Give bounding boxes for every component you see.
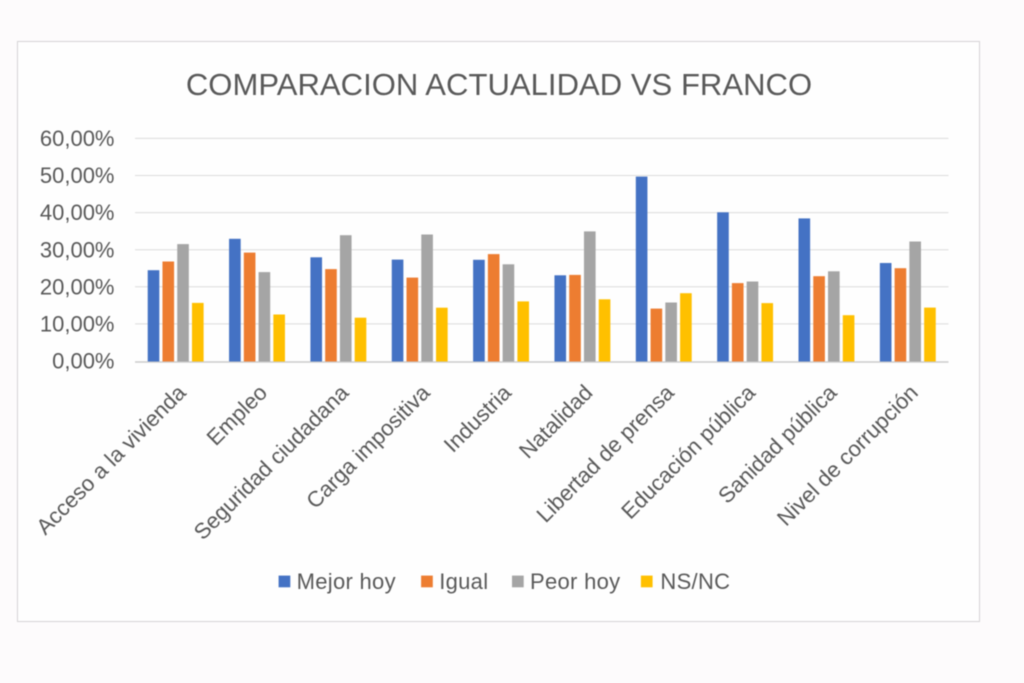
svg-text:NS/NC: NS/NC	[660, 569, 730, 594]
svg-text:50,00%: 50,00%	[40, 163, 115, 188]
svg-text:40,00%: 40,00%	[40, 200, 115, 225]
svg-text:60,00%: 60,00%	[40, 126, 115, 151]
svg-text:COMPARACION ACTUALIDAD VS FRAN: COMPARACION ACTUALIDAD VS FRANCO	[186, 67, 812, 102]
svg-text:0,00%: 0,00%	[52, 349, 114, 374]
svg-text:30,00%: 30,00%	[40, 237, 115, 262]
svg-text:20,00%: 20,00%	[40, 274, 115, 299]
svg-text:Mejor hoy: Mejor hoy	[297, 569, 396, 594]
svg-text:Peor hoy: Peor hoy	[530, 569, 620, 594]
svg-text:Igual: Igual	[439, 569, 488, 594]
svg-text:10,00%: 10,00%	[40, 312, 115, 337]
